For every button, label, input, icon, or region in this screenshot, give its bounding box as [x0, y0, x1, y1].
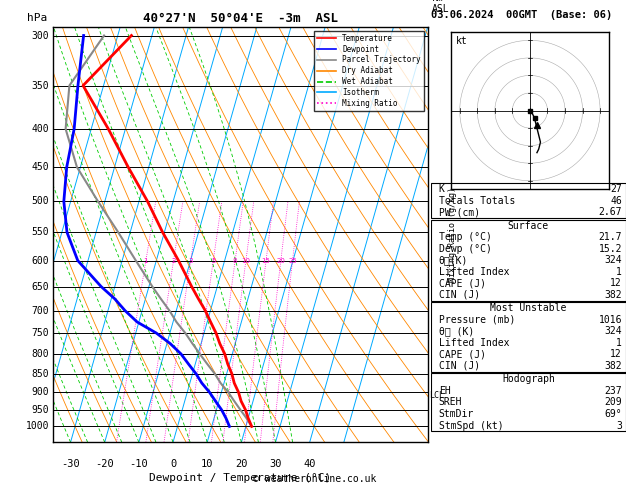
Text: 10: 10	[201, 459, 213, 469]
Text: 350: 350	[31, 81, 49, 90]
Text: 1016: 1016	[598, 315, 622, 325]
Text: 2: 2	[171, 258, 175, 263]
Text: 40: 40	[303, 459, 316, 469]
Text: kt: kt	[456, 36, 467, 46]
Text: 1: 1	[616, 267, 622, 277]
Text: 46: 46	[610, 196, 622, 206]
Text: CIN (J): CIN (J)	[438, 290, 480, 300]
Text: StmSpd (kt): StmSpd (kt)	[438, 420, 503, 431]
Text: Pressure (mb): Pressure (mb)	[438, 315, 515, 325]
Text: Lifted Index: Lifted Index	[438, 338, 509, 348]
Text: -10: -10	[130, 459, 148, 469]
Text: LCL: LCL	[430, 391, 445, 400]
Text: Surface: Surface	[508, 221, 549, 230]
Text: Hodograph: Hodograph	[502, 374, 555, 384]
Text: 209: 209	[604, 398, 622, 407]
Text: 40°27'N  50°04'E  -3m  ASL: 40°27'N 50°04'E -3m ASL	[143, 12, 338, 25]
Text: EH: EH	[438, 386, 450, 396]
Text: 1: 1	[143, 258, 148, 263]
Text: -30: -30	[61, 459, 80, 469]
Text: 25: 25	[288, 258, 297, 263]
Text: 10: 10	[242, 258, 250, 263]
Text: 400: 400	[31, 124, 49, 134]
Text: Dewpoint / Temperature (°C): Dewpoint / Temperature (°C)	[150, 473, 331, 484]
Text: 12: 12	[610, 278, 622, 288]
Text: CAPE (J): CAPE (J)	[438, 278, 486, 288]
Text: Most Unstable: Most Unstable	[490, 303, 567, 313]
Text: 1: 1	[616, 338, 622, 348]
Text: km
ASL: km ASL	[431, 0, 449, 14]
Text: PW (cm): PW (cm)	[438, 207, 480, 217]
Text: 12: 12	[610, 349, 622, 360]
Text: 324: 324	[604, 326, 622, 336]
Text: 950: 950	[31, 405, 49, 415]
Text: Mixing Ratio (g/kg): Mixing Ratio (g/kg)	[448, 187, 457, 282]
Text: 20: 20	[276, 258, 286, 263]
Text: SREH: SREH	[438, 398, 462, 407]
Text: 300: 300	[31, 31, 49, 40]
Text: 900: 900	[31, 387, 49, 397]
Text: CIN (J): CIN (J)	[438, 361, 480, 371]
Bar	[431, 220, 626, 301]
Text: 03.06.2024  00GMT  (Base: 06): 03.06.2024 00GMT (Base: 06)	[431, 10, 612, 20]
Text: 8: 8	[233, 258, 237, 263]
Text: θᴄ (K): θᴄ (K)	[438, 326, 474, 336]
Text: 750: 750	[31, 328, 49, 338]
Text: 324: 324	[604, 255, 622, 265]
Text: 2.67: 2.67	[598, 207, 622, 217]
Text: 3: 3	[616, 420, 622, 431]
Bar	[431, 373, 626, 431]
Text: hPa: hPa	[27, 13, 48, 22]
Bar	[431, 302, 626, 372]
Text: Dewp (°C): Dewp (°C)	[438, 243, 491, 254]
Text: θᴄ(K): θᴄ(K)	[438, 255, 468, 265]
Text: Temp (°C): Temp (°C)	[438, 232, 491, 242]
Text: -20: -20	[96, 459, 114, 469]
Text: 20: 20	[235, 459, 248, 469]
Text: © weatheronline.co.uk: © weatheronline.co.uk	[253, 473, 376, 484]
Text: 0: 0	[170, 459, 176, 469]
Text: StmDir: StmDir	[438, 409, 474, 419]
Text: 21.7: 21.7	[598, 232, 622, 242]
Text: 450: 450	[31, 162, 49, 172]
Bar	[431, 183, 626, 218]
Text: 550: 550	[31, 227, 49, 237]
Text: CAPE (J): CAPE (J)	[438, 349, 486, 360]
Text: 382: 382	[604, 361, 622, 371]
Text: 650: 650	[31, 281, 49, 292]
Text: 850: 850	[31, 369, 49, 379]
Text: 382: 382	[604, 290, 622, 300]
Text: 1000: 1000	[25, 421, 49, 432]
Text: 27: 27	[610, 184, 622, 194]
Text: 237: 237	[604, 386, 622, 396]
Text: 15: 15	[262, 258, 270, 263]
Text: Lifted Index: Lifted Index	[438, 267, 509, 277]
Text: 800: 800	[31, 349, 49, 359]
Text: Totals Totals: Totals Totals	[438, 196, 515, 206]
Text: 3: 3	[189, 258, 193, 263]
Legend: Temperature, Dewpoint, Parcel Trajectory, Dry Adiabat, Wet Adiabat, Isotherm, Mi: Temperature, Dewpoint, Parcel Trajectory…	[314, 31, 424, 111]
Text: 30: 30	[269, 459, 282, 469]
Text: 69°: 69°	[604, 409, 622, 419]
Text: 700: 700	[31, 306, 49, 315]
Text: 15.2: 15.2	[598, 243, 622, 254]
Text: K: K	[438, 184, 445, 194]
Text: 500: 500	[31, 196, 49, 207]
Text: 5: 5	[211, 258, 216, 263]
Text: 600: 600	[31, 256, 49, 265]
